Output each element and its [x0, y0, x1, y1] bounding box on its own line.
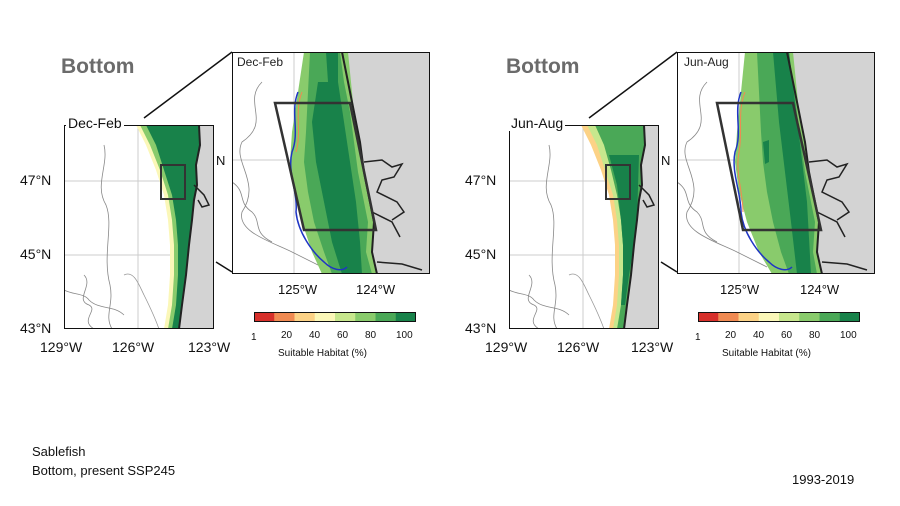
caption-years: 1993-2019 [792, 472, 855, 487]
colorbar-segment [274, 312, 295, 322]
colorbar-segment [779, 312, 800, 322]
caption-species: Sablefish [32, 444, 86, 459]
colorbar-segment [839, 312, 860, 322]
colorbar-segment [375, 312, 397, 322]
colorbar-tick: 20 [281, 330, 293, 341]
lat-tick: 45°N [465, 246, 497, 262]
colorbar-tick: 60 [337, 330, 349, 341]
zoom-connector [588, 51, 678, 273]
colorbar-segment [698, 312, 719, 322]
inset-lon-tick: 125°W [278, 282, 318, 297]
colorbar-tick: 40 [753, 330, 765, 341]
season-label: Jun-Aug [509, 115, 566, 131]
colorbar-segment [314, 312, 336, 322]
colorbar-tick: 1 [695, 332, 701, 343]
colorbar-tick: 100 [840, 330, 857, 341]
depth-title: Bottom [506, 55, 580, 78]
colorbar-segment [294, 312, 316, 322]
caption-scenario: Bottom, present SSP245 [32, 463, 176, 478]
colorbar [698, 312, 860, 322]
colorbar [254, 312, 416, 322]
colorbar-segment [718, 312, 739, 322]
colorbar-segment [254, 312, 275, 322]
lat-tick: 47°N [20, 172, 52, 188]
colorbar-tick: 80 [365, 330, 377, 341]
main-map-frame [509, 125, 659, 329]
season-label: Dec-Feb [66, 115, 124, 131]
colorbar-segment [758, 312, 780, 322]
colorbar-tick: 1 [251, 332, 257, 343]
colorbar-label: Suitable Habitat (%) [278, 348, 367, 359]
inset-lon-tick: 125°W [720, 282, 760, 297]
depth-title: Bottom [61, 55, 135, 78]
inset-frame [232, 52, 430, 274]
colorbar-segment [819, 312, 841, 322]
colorbar-segment [738, 312, 760, 322]
colorbar-segment [335, 312, 356, 322]
inset-lat-tick: N [661, 153, 671, 168]
inset-map [232, 52, 430, 274]
lon-tick: 126°W [112, 339, 155, 355]
colorbar-segment [799, 312, 820, 322]
zoom-connector [143, 51, 233, 273]
land [179, 125, 214, 329]
main-map [509, 125, 659, 329]
lon-tick: 126°W [557, 339, 600, 355]
lon-tick: 129°W [40, 339, 83, 355]
colorbar-tick: 100 [396, 330, 413, 341]
inset-lat-tick: N [216, 153, 226, 168]
inset-lon-tick: 124°W [356, 282, 396, 297]
lon-tick: 123°W [631, 339, 674, 355]
main-map-frame [64, 125, 214, 329]
colorbar-tick: 80 [809, 330, 821, 341]
lat-tick: 43°N [20, 320, 52, 336]
colorbar-tick: 60 [781, 330, 793, 341]
colorbar-segment [355, 312, 376, 322]
main-map [64, 125, 214, 329]
inset-season-label: Dec-Feb [235, 55, 286, 69]
inset-season-label: Jun-Aug [682, 55, 731, 69]
lat-tick: 45°N [20, 246, 52, 262]
lon-tick: 123°W [188, 339, 231, 355]
lat-tick: 43°N [465, 320, 497, 336]
inset-map [677, 52, 875, 274]
lat-tick: 47°N [465, 172, 497, 188]
colorbar-label: Suitable Habitat (%) [722, 348, 811, 359]
inset-frame [677, 52, 875, 274]
colorbar-border [698, 312, 860, 322]
colorbar-tick: 20 [725, 330, 737, 341]
colorbar-segment [395, 312, 416, 322]
colorbar-border [254, 312, 416, 322]
lon-tick: 129°W [485, 339, 528, 355]
inset-lon-tick: 124°W [800, 282, 840, 297]
colorbar-tick: 40 [309, 330, 321, 341]
